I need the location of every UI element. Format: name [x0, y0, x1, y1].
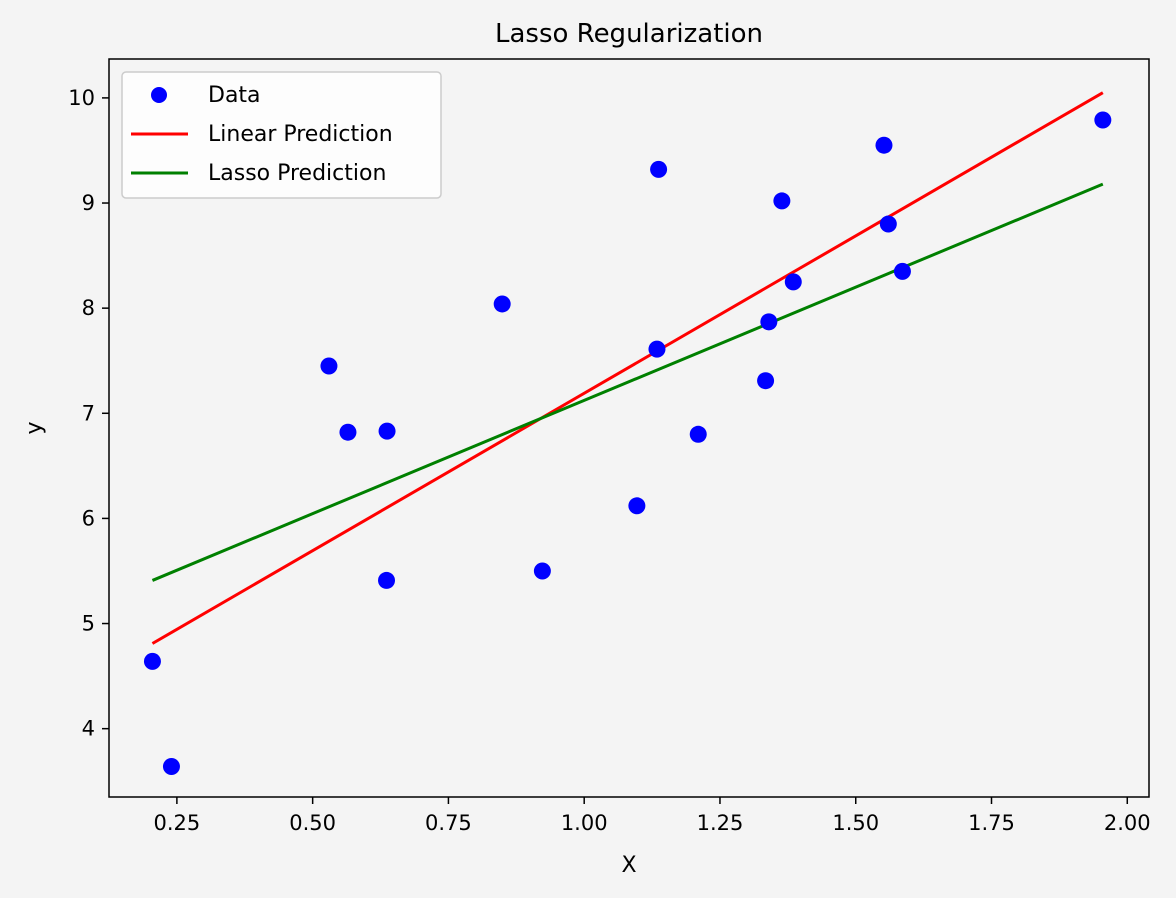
data-point [893, 262, 911, 280]
data-point [784, 273, 802, 291]
data-point [143, 652, 161, 670]
data-point [760, 313, 778, 331]
x-tick-label: 1.25 [697, 811, 744, 835]
x-tick-label: 1.75 [968, 811, 1015, 835]
y-axis: 4 5 6 7 8 9 10 [68, 86, 109, 741]
y-tick-label: 5 [82, 612, 95, 636]
y-tick-label: 7 [82, 401, 95, 425]
x-axis: 0.25 0.50 0.75 1.00 1.25 1.50 1.75 2.00 [154, 797, 1151, 835]
x-tick-label: 0.25 [154, 811, 201, 835]
data-point [1094, 111, 1112, 129]
y-tick-label: 9 [82, 191, 95, 215]
chart-title: Lasso Regularization [495, 19, 763, 49]
data-point [378, 422, 396, 440]
y-tick-label: 10 [68, 86, 95, 110]
x-tick-label: 0.75 [425, 811, 472, 835]
x-axis-label: X [621, 853, 636, 878]
legend-label-linear-prediction: Linear Prediction [208, 122, 393, 147]
x-tick-label: 1.50 [832, 811, 879, 835]
data-point [879, 215, 897, 233]
legend-box [121, 71, 442, 199]
linear-prediction-line [151, 91, 1104, 645]
points-layer [143, 111, 1112, 776]
data-point [162, 758, 180, 776]
data-point [320, 357, 338, 375]
legend-marker-data [151, 87, 167, 103]
legend-label-lasso-prediction: Lasso Prediction [208, 161, 386, 186]
y-tick-label: 8 [82, 296, 95, 320]
y-tick-label: 4 [82, 717, 95, 741]
data-point [339, 423, 357, 441]
plot-frame [108, 58, 1150, 798]
data-point [875, 136, 893, 154]
series-layer [151, 91, 1104, 645]
lasso-prediction-line [151, 182, 1104, 582]
data-point [533, 562, 551, 580]
x-tick-label: 1.00 [561, 811, 608, 835]
data-point [648, 340, 666, 358]
legend-label-data: Data [208, 83, 261, 108]
y-axis-label: y [22, 421, 47, 434]
legend: Data Linear Prediction Lasso Prediction [121, 71, 442, 199]
data-point [493, 295, 511, 313]
data-point [650, 160, 668, 178]
data-point [773, 192, 791, 210]
x-tick-label: 2.00 [1104, 811, 1151, 835]
data-point [689, 425, 707, 443]
data-point [628, 497, 646, 515]
data-point [757, 372, 775, 390]
data-point [378, 571, 396, 589]
y-tick-label: 6 [82, 506, 95, 530]
x-tick-label: 0.50 [289, 811, 336, 835]
